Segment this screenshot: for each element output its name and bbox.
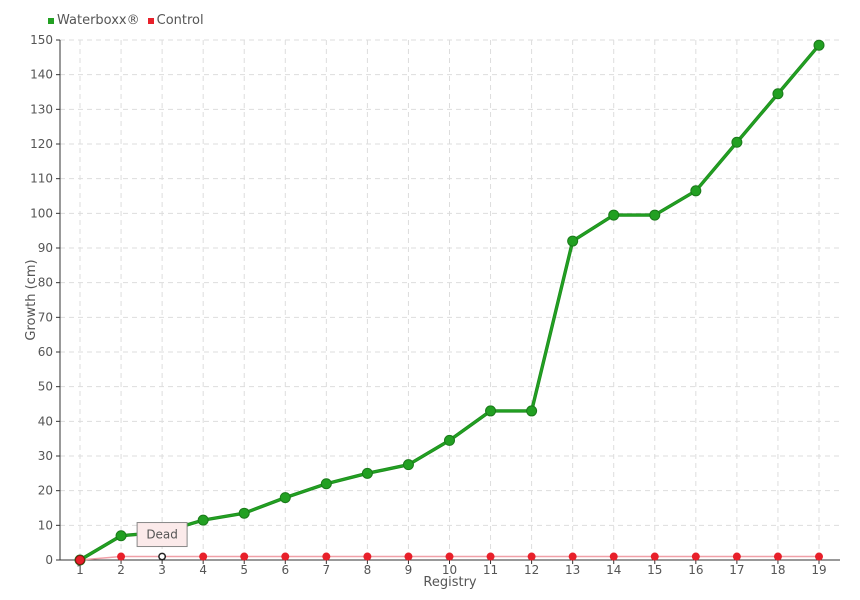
series-layer [74,39,825,566]
x-tick-label: 6 [281,563,289,577]
data-point-control[interactable] [527,552,536,561]
x-axis-title: Registry [423,575,477,590]
data-point-waterboxx[interactable] [361,467,373,479]
data-point-control[interactable] [281,552,290,561]
y-tick-label: 90 [38,241,53,255]
legend-item-control[interactable]: Control [147,13,204,28]
y-tick-label: 100 [30,206,53,220]
y-tick-label: 20 [38,484,53,498]
data-point-waterboxx[interactable] [731,136,743,148]
y-axis-title: Growth (cm) [24,259,39,340]
legend-swatch-control [147,17,154,24]
data-point-control[interactable] [158,552,167,561]
data-point-waterboxx[interactable] [279,492,291,504]
data-point-control[interactable] [691,552,700,561]
data-point-waterboxx[interactable] [772,88,784,100]
x-tick-label: 19 [811,563,826,577]
y-tick-label: 30 [38,449,53,463]
data-point-control[interactable] [773,552,782,561]
grid [60,39,840,560]
x-tick-label: 1 [76,563,84,577]
y-tick-label: 140 [30,68,53,82]
data-point-waterboxx[interactable] [115,530,127,542]
x-tick-label: 7 [323,563,331,577]
data-point-control[interactable] [445,552,454,561]
data-point-control[interactable] [240,552,249,561]
data-point-control[interactable] [199,552,208,561]
y-tick-label: 150 [30,33,53,47]
data-point-control[interactable] [363,552,372,561]
data-point-waterboxx[interactable] [567,235,579,247]
x-tick-label: 17 [729,563,744,577]
legend-swatch-waterboxx [48,17,54,24]
data-point-control[interactable] [815,552,823,561]
x-tick-label: 9 [405,563,413,577]
data-point-control[interactable] [75,555,85,565]
y-tick-label: 120 [30,137,53,151]
annotation-box [136,522,188,548]
x-tick-label: 3 [158,563,166,577]
x-tick-label: 14 [606,563,621,577]
data-point-control[interactable] [568,552,577,561]
data-point-control[interactable] [117,552,126,561]
annotation-label: Dead [146,528,178,542]
y-tick-label: 80 [38,276,53,290]
data-point-waterboxx[interactable] [444,434,455,446]
y-tick-label: 60 [38,345,53,359]
y-tick-label: 50 [38,380,53,394]
x-tick-label: 2 [117,563,125,577]
data-point-waterboxx[interactable] [608,209,620,221]
x-tick-label: 12 [524,563,539,577]
x-tick-label: 13 [565,563,580,577]
data-point-control[interactable] [732,552,741,561]
data-point-waterboxx[interactable] [485,405,497,417]
y-tick-label: 130 [30,102,53,116]
data-point-control[interactable] [650,552,659,561]
legend-label-waterboxx: Waterboxx® [57,13,140,28]
y-tick-label: 10 [38,518,53,532]
data-point-waterboxx[interactable] [402,459,414,471]
y-tick-label: 70 [38,310,53,324]
legend: Waterboxx® Control [48,13,204,28]
x-tick-label: 16 [688,563,703,577]
x-tick-label: 18 [770,563,785,577]
data-point-control[interactable] [486,552,495,561]
data-point-control[interactable] [404,552,413,561]
data-point-waterboxx[interactable] [320,478,332,490]
x-tick-label: 8 [364,563,372,577]
legend-item-waterboxx[interactable]: Waterboxx® [48,13,140,28]
y-tick-label: 0 [45,553,53,567]
annotation-layer: Dead [136,522,188,548]
legend-label-control: Control [156,13,204,28]
x-tick-label: 15 [647,563,662,577]
data-point-waterboxx[interactable] [197,514,209,526]
x-tick-label: 10 [442,563,457,577]
data-point-waterboxx[interactable] [526,405,538,417]
annotation-tooltip: Dead [136,522,188,548]
data-point-control[interactable] [322,552,331,561]
x-tick-label: 4 [199,563,207,577]
x-tick-label: 11 [483,563,498,577]
y-tick-label: 40 [38,414,53,428]
data-point-waterboxx[interactable] [238,507,250,519]
x-tick-label: 5 [240,563,248,577]
data-point-control[interactable] [609,552,618,561]
y-tick-label: 110 [30,172,53,186]
data-point-waterboxx[interactable] [813,39,825,51]
data-point-waterboxx[interactable] [649,209,661,221]
data-point-waterboxx[interactable] [690,185,702,197]
